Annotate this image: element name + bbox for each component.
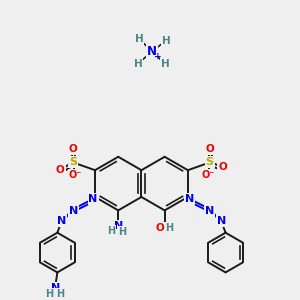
Text: N: N	[217, 216, 226, 226]
Text: H: H	[134, 58, 142, 68]
Text: H: H	[166, 223, 174, 233]
Text: N: N	[57, 216, 66, 226]
Text: H: H	[56, 289, 64, 299]
Text: H: H	[118, 227, 126, 237]
Text: O: O	[155, 223, 164, 233]
Text: N: N	[51, 283, 60, 293]
Text: N: N	[114, 221, 123, 231]
Text: S: S	[206, 157, 214, 167]
Text: H: H	[107, 226, 116, 236]
Text: H: H	[161, 36, 170, 46]
Text: O⁻: O⁻	[201, 170, 214, 180]
Text: N: N	[147, 45, 157, 58]
Text: S: S	[69, 157, 77, 167]
Text: O: O	[56, 165, 65, 175]
Text: O: O	[205, 144, 214, 154]
Text: O: O	[218, 162, 227, 172]
Text: H: H	[160, 58, 169, 68]
Text: N: N	[88, 194, 98, 204]
Text: N: N	[69, 206, 78, 216]
Text: H: H	[45, 289, 53, 299]
Text: +: +	[154, 52, 162, 61]
Text: N: N	[185, 194, 194, 204]
Text: N: N	[205, 206, 214, 216]
Text: O: O	[69, 144, 78, 154]
Text: H: H	[135, 34, 143, 44]
Text: O⁻: O⁻	[68, 170, 82, 180]
